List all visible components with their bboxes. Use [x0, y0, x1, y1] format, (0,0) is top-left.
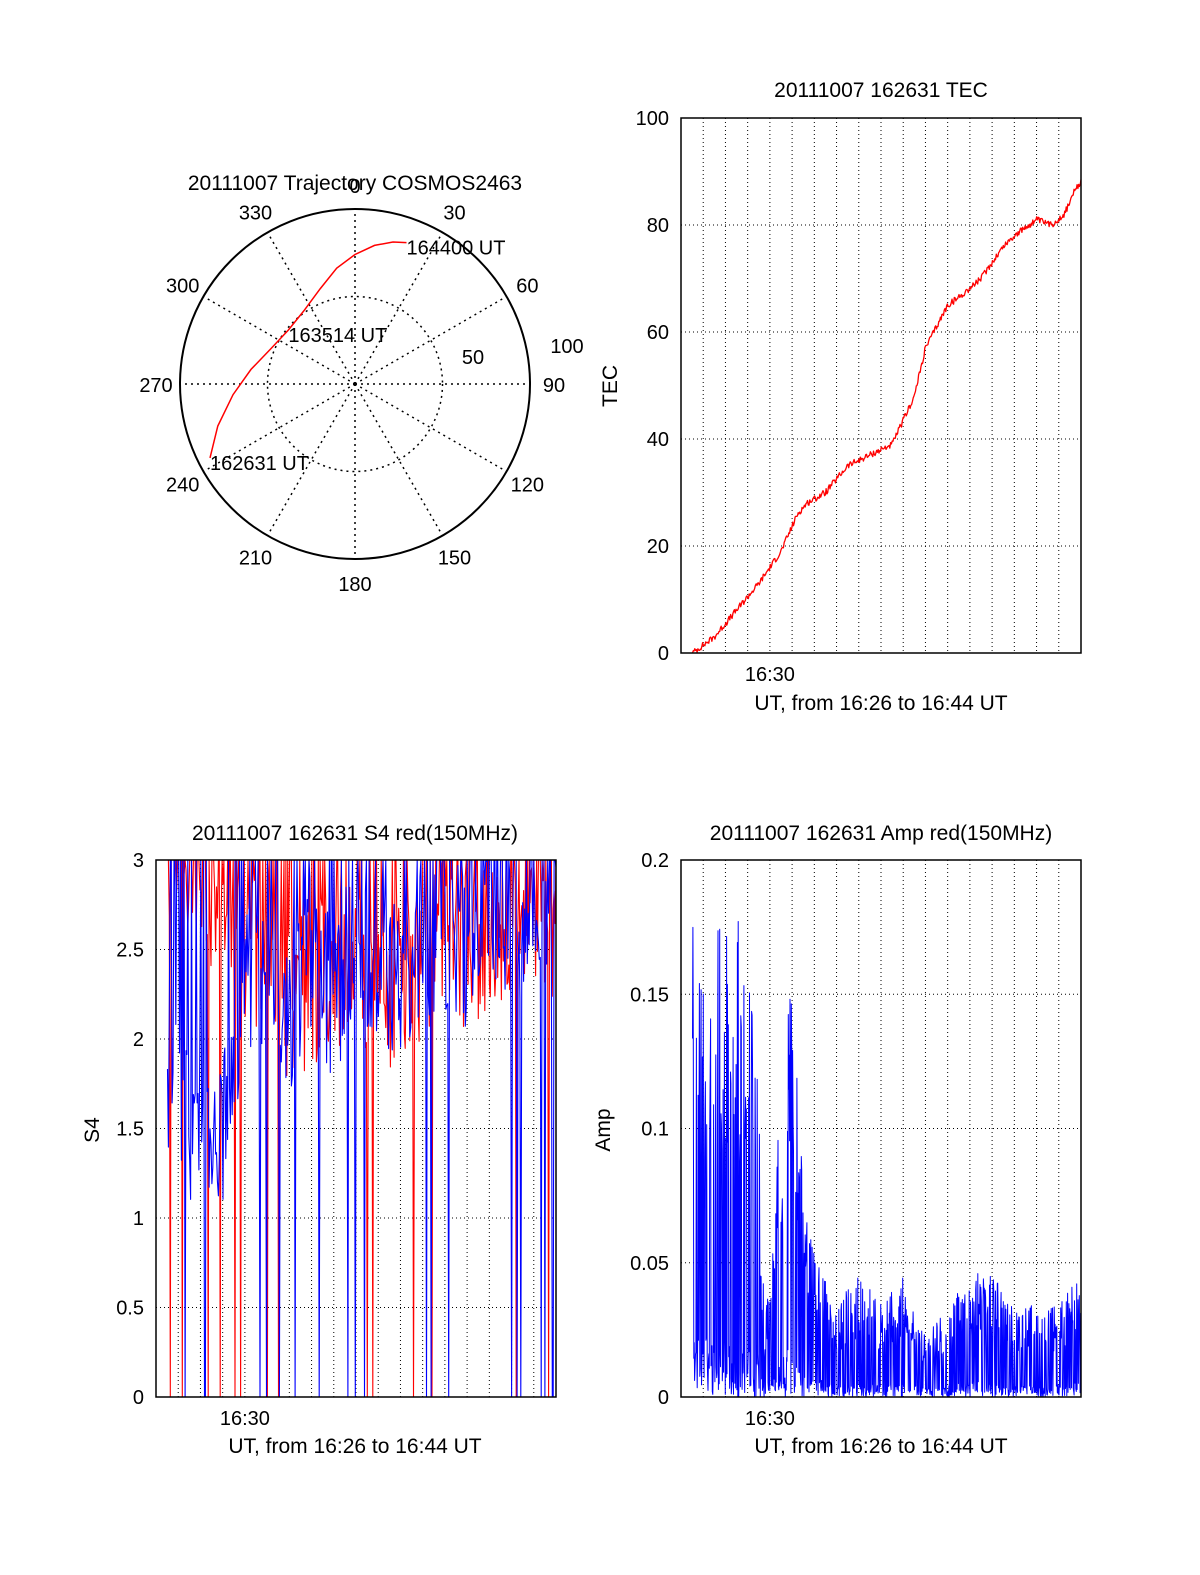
s4-ticks: 0 0.5 1 1.5 2 2.5 3 16:30 — [116, 850, 557, 1430]
s4-y-tick-label: 0.5 — [116, 1298, 144, 1320]
azimuth-label: 60 — [516, 276, 538, 298]
polar-spoke — [266, 383, 356, 536]
polar-labels-layer: 0 30 60 90 120 150 180 210 240 270 300 330 50 100 1626… — [139, 176, 583, 596]
azimuth-label: 210 — [239, 547, 272, 569]
amp-y-axis-label: Amp — [592, 1108, 615, 1151]
tec-y-tick-label: 60 — [647, 322, 669, 344]
azimuth-label: 120 — [511, 475, 544, 497]
tec-y-axis-label: TEC — [599, 365, 622, 407]
s4-y-tick-label: 3 — [133, 850, 144, 872]
amp-title: 20111007 162631 Amp red(150MHz) — [710, 822, 1052, 845]
amp-ticks: 0 0.05 0.1 0.15 0.2 16:30 — [630, 850, 1082, 1430]
s4-y-tick-label: 2.5 — [116, 940, 144, 962]
tec-ticks: 0 20 40 60 80 100 16:30 — [636, 108, 1082, 686]
trajectory-track-layer — [209, 241, 407, 459]
tec-x-axis-label: UT, from 16:26 to 16:44 UT — [754, 692, 1007, 715]
tec-y-tick-label: 0 — [658, 643, 669, 665]
tec-panel: 20111007 162631 TEC 0 20 40 60 80 100 16:30 UT… — [599, 79, 1082, 715]
azimuth-label: 0 — [349, 176, 360, 198]
azimuth-label: 330 — [239, 203, 272, 225]
tec-x-tick-label: 16:30 — [745, 664, 795, 686]
azimuth-label: 90 — [543, 375, 565, 397]
azimuth-label: 180 — [338, 574, 371, 596]
azimuth-label: 30 — [443, 203, 465, 225]
tec-y-tick-label: 20 — [647, 536, 669, 558]
amp-y-tick-label: 0 — [658, 1387, 669, 1409]
amp-grid — [681, 860, 1081, 1397]
polar-spoke — [354, 295, 507, 385]
amp-y-tick-label: 0.1 — [641, 1119, 669, 1141]
s4-panel: 20111007 162631 S4 red(150MHz) 0 0.5 1 1.5 2… — [81, 822, 557, 1458]
radial-label: 100 — [550, 336, 583, 358]
amp-x-axis-label: UT, from 16:26 to 16:44 UT — [754, 1435, 1007, 1458]
amp-plot-frame — [680, 859, 1082, 1398]
tec-y-tick-label: 100 — [636, 108, 669, 130]
amp-y-tick-label: 0.05 — [630, 1253, 669, 1275]
azimuth-label: 270 — [139, 375, 172, 397]
azimuth-label: 300 — [166, 276, 199, 298]
amp-y-tick-label: 0.2 — [641, 850, 669, 872]
tec-grid — [681, 118, 1081, 653]
s4-x-axis-label: UT, from 16:26 to 16:44 UT — [228, 1435, 481, 1458]
s4-series-layer — [166, 859, 557, 1398]
radial-label: 50 — [462, 347, 484, 369]
tec-series-line — [691, 179, 1082, 654]
s4-y-tick-label: 1 — [133, 1208, 144, 1230]
s4-y-axis-label: S4 — [81, 1117, 104, 1143]
polar-spoke — [266, 232, 356, 385]
polar-grid — [179, 208, 531, 560]
polar-spoke — [354, 383, 444, 536]
trajectory-time-label: 162631 UT — [210, 453, 309, 475]
polar-spoke — [203, 383, 356, 473]
azimuth-label: 150 — [438, 547, 471, 569]
s4-title: 20111007 162631 S4 red(150MHz) — [192, 822, 518, 845]
polar-spoke — [203, 295, 356, 385]
azimuth-label: 240 — [166, 475, 199, 497]
s4-y-tick-label: 1.5 — [116, 1119, 144, 1141]
amp-y-tick-label: 0.15 — [630, 984, 669, 1006]
s4-y-tick-label: 0 — [133, 1387, 144, 1409]
amp-series-layer — [692, 921, 1082, 1398]
amp-panel: 20111007 162631 Amp red(150MHz) 0 0.05 0.1… — [592, 822, 1082, 1458]
tec-title: 20111007 162631 TEC — [774, 79, 988, 102]
trajectory-polar-panel: 20111007 Trajectory COSMOS2463 0 30 60 90 12… — [139, 172, 583, 596]
trajectory-track-line — [209, 241, 407, 459]
tec-y-tick-label: 80 — [647, 215, 669, 237]
trajectory-time-label: 164400 UT — [406, 238, 505, 260]
tec-y-tick-label: 40 — [647, 429, 669, 451]
s4-plot-frame — [155, 859, 557, 1398]
s4-y-tick-label: 2 — [133, 1029, 144, 1051]
trajectory-title: 20111007 Trajectory COSMOS2463 — [188, 172, 522, 195]
polar-spoke — [354, 383, 507, 473]
tec-series-layer — [691, 179, 1082, 654]
s4-x-tick-label: 16:30 — [220, 1408, 270, 1430]
amp-series-line — [692, 921, 1082, 1398]
polar-spoke — [354, 232, 444, 385]
tec-plot-frame — [680, 117, 1082, 654]
trajectory-time-label: 163514 UT — [288, 325, 387, 347]
polar-ring-50 — [266, 295, 444, 473]
amp-x-tick-label: 16:30 — [745, 1408, 795, 1430]
